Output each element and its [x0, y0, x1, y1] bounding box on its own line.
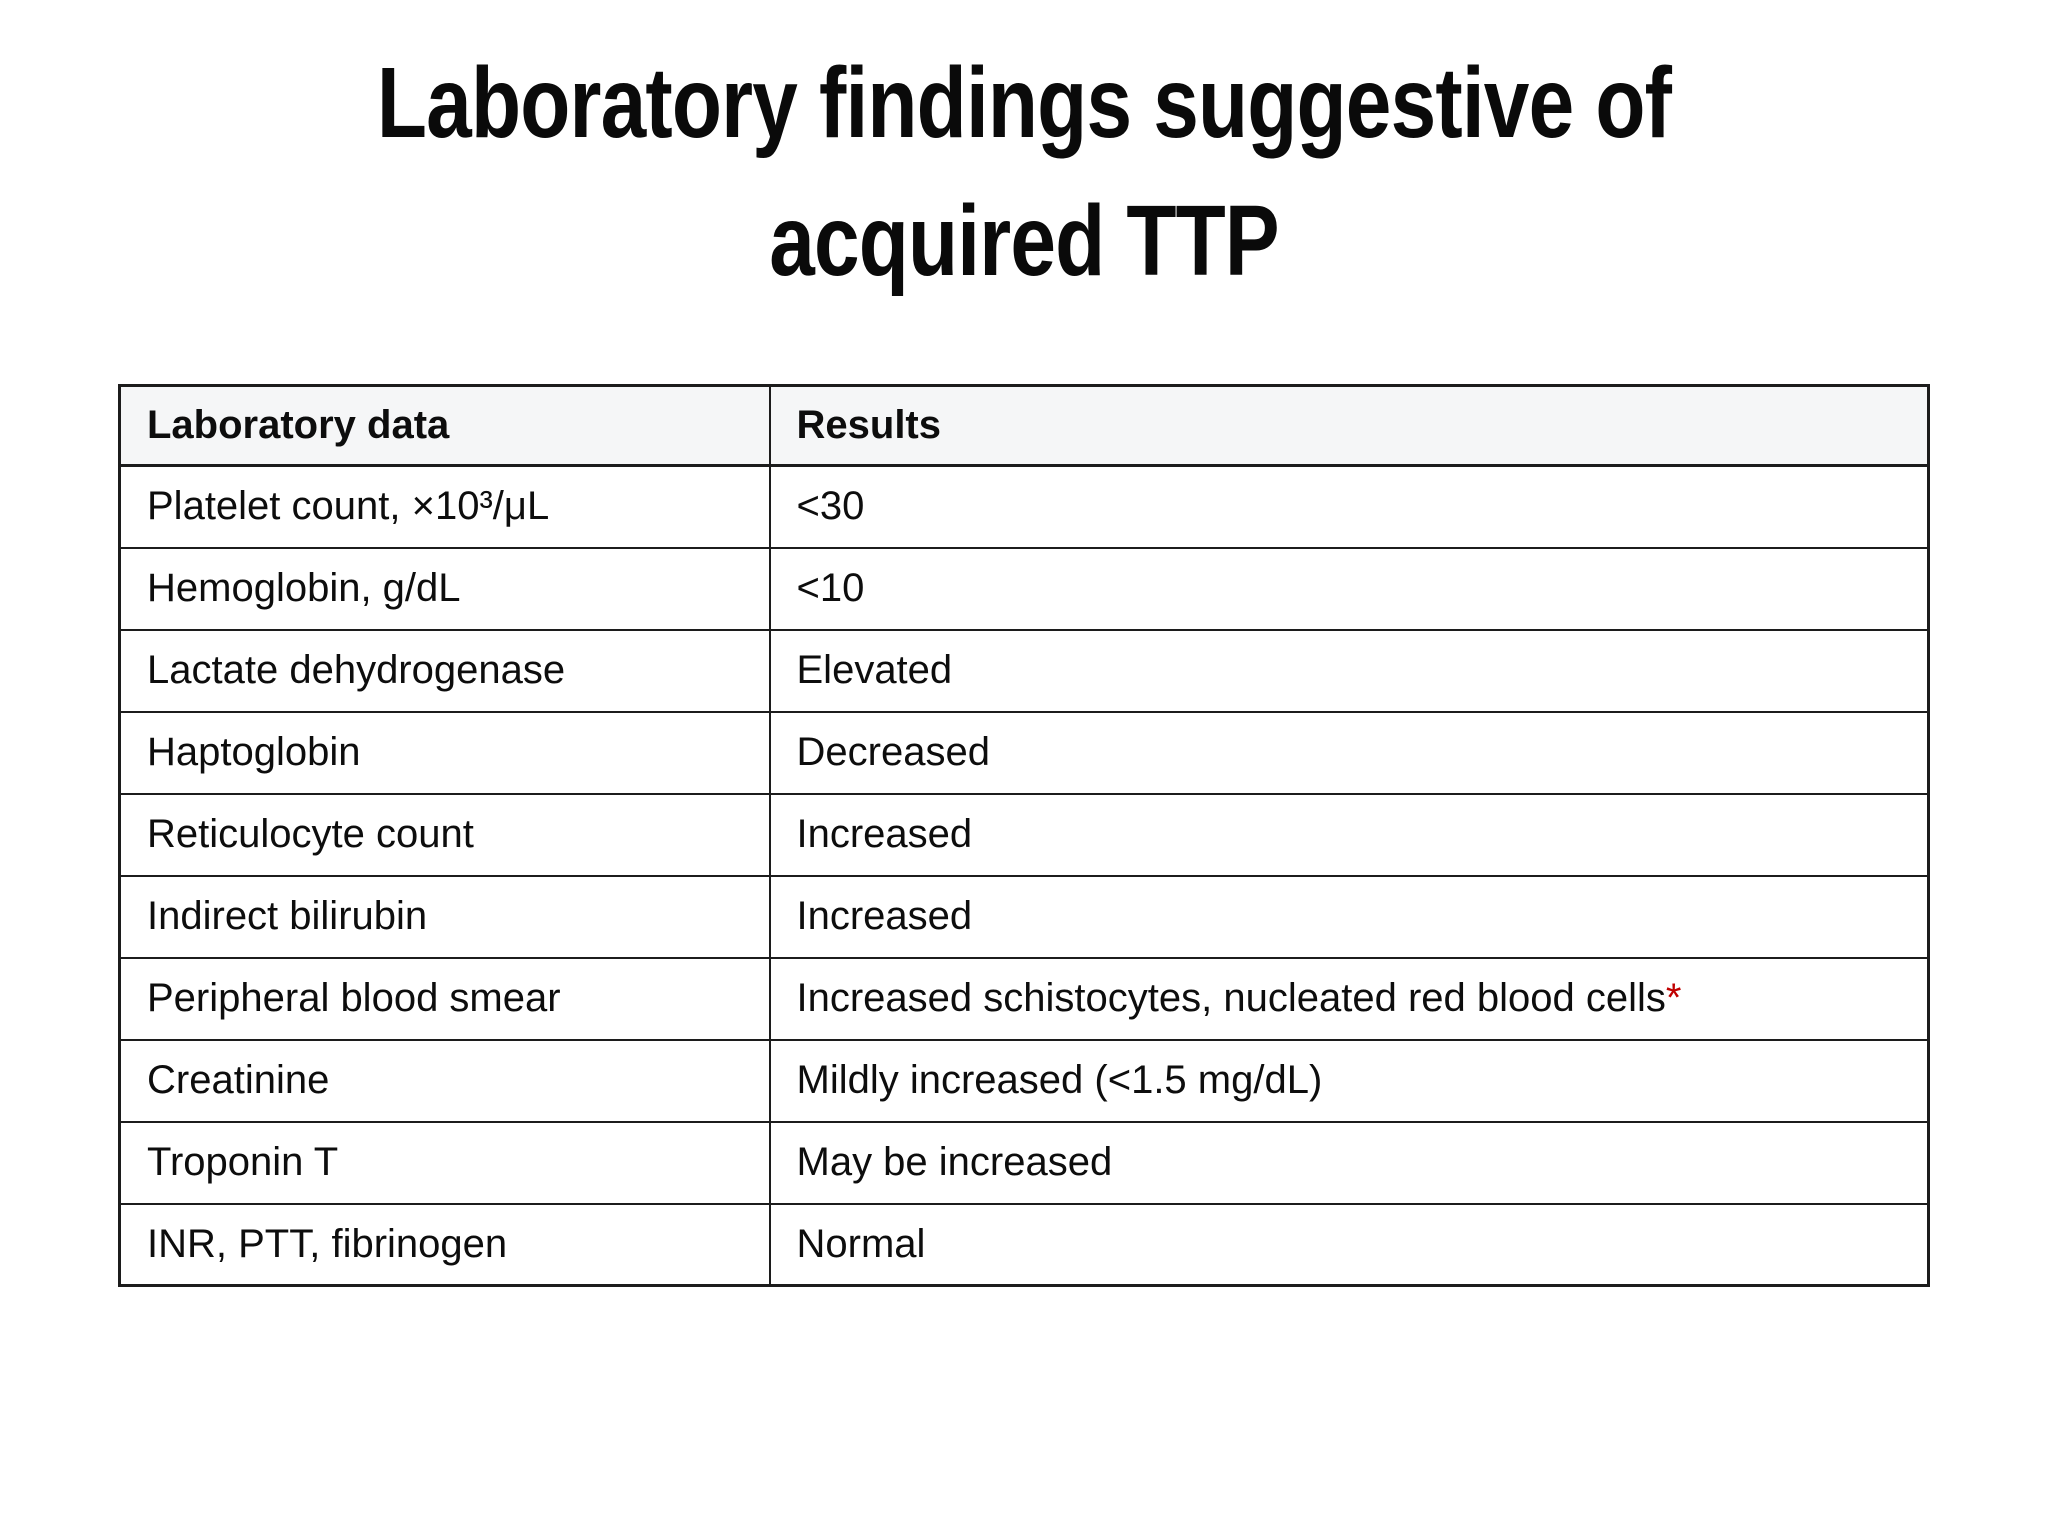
- table-row-troponin-t: Troponin T May be increased: [118, 1120, 1930, 1205]
- page-title-line-1: Laboratory findings suggestive of: [376, 47, 1672, 159]
- table-row-haptoglobin: Haptoglobin Decreased: [118, 710, 1930, 795]
- result-cell: Decreased: [768, 710, 1930, 795]
- result-cell: May be increased: [768, 1120, 1930, 1205]
- table-row-creatinine: Creatinine Mildly increased (<1.5 mg/dL): [118, 1038, 1930, 1123]
- page-title-line-2: acquired TTP: [769, 185, 1279, 297]
- result-cell: Increased: [768, 792, 1930, 877]
- result-cell: Normal: [768, 1202, 1930, 1287]
- column-header-results: Results: [768, 384, 1930, 467]
- lab-data-cell: Haptoglobin: [118, 710, 771, 795]
- result-cell: Increased: [768, 874, 1930, 959]
- result-cell: <30: [768, 464, 1930, 549]
- column-header-laboratory-data: Laboratory data: [118, 384, 771, 467]
- table-header-row: Laboratory data Results: [118, 384, 1930, 467]
- table-row-platelet-count: Platelet count, ×10³/μL <30: [118, 464, 1930, 549]
- table-row-reticulocyte-count: Reticulocyte count Increased: [118, 792, 1930, 877]
- footnote-asterisk: *: [1665, 976, 1682, 1020]
- lab-data-cell: Creatinine: [118, 1038, 771, 1123]
- table-row-lactate-dehydrogenase: Lactate dehydrogenase Elevated: [118, 628, 1930, 713]
- result-cell: Mildly increased (<1.5 mg/dL): [768, 1038, 1930, 1123]
- result-text: Increased schistocytes, nucleated red bl…: [796, 976, 1666, 1020]
- lab-data-cell: Hemoglobin, g/dL: [118, 546, 771, 631]
- lab-data-cell: Peripheral blood smear: [118, 956, 771, 1041]
- result-cell: Increased schistocytes, nucleated red bl…: [768, 956, 1930, 1041]
- lab-data-cell: Platelet count, ×10³/μL: [118, 464, 771, 549]
- lab-data-cell: Indirect bilirubin: [118, 874, 771, 959]
- table-row-inr-ptt-fibrinogen: INR, PTT, fibrinogen Normal: [118, 1202, 1930, 1287]
- lab-data-cell: Troponin T: [118, 1120, 771, 1205]
- table-row-hemoglobin: Hemoglobin, g/dL <10: [118, 546, 1930, 631]
- result-cell: <10: [768, 546, 1930, 631]
- page-title: Laboratory findings suggestive of acquir…: [184, 34, 1863, 310]
- result-cell: Elevated: [768, 628, 1930, 713]
- table-row-peripheral-blood-smear: Peripheral blood smear Increased schisto…: [118, 956, 1930, 1041]
- lab-data-cell: Lactate dehydrogenase: [118, 628, 771, 713]
- laboratory-findings-table: Laboratory data Results Platelet count, …: [118, 384, 1930, 1287]
- lab-data-cell: INR, PTT, fibrinogen: [118, 1202, 771, 1287]
- lab-data-cell: Reticulocyte count: [118, 792, 771, 877]
- table-row-indirect-bilirubin: Indirect bilirubin Increased: [118, 874, 1930, 959]
